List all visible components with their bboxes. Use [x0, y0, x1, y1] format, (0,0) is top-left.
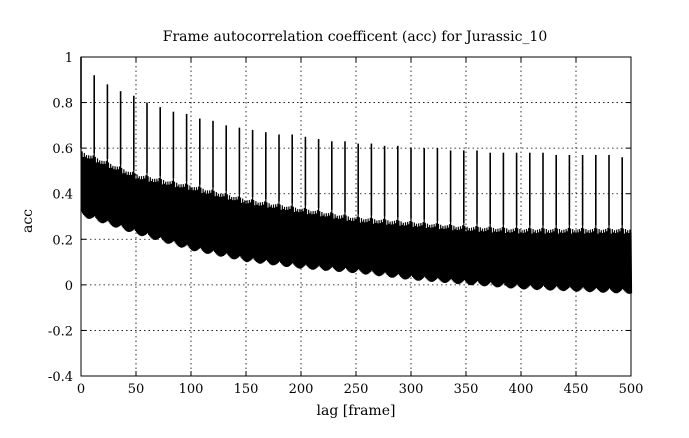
x-tick-label: 100 [179, 382, 204, 397]
y-tick-label: 0.8 [52, 97, 73, 112]
plot-area [80, 57, 633, 294]
x-tick-label: 500 [619, 382, 644, 397]
y-tick-label: 0.6 [52, 142, 73, 157]
x-tick-label: 350 [454, 382, 479, 397]
x-tick-label: 0 [77, 382, 85, 397]
x-tick-label: 300 [399, 382, 424, 397]
x-tick-label: 150 [234, 382, 259, 397]
chart-title: Frame autocorrelation coefficent (acc) f… [163, 29, 547, 45]
x-tick-label: 50 [128, 382, 145, 397]
x-tick-label: 200 [289, 382, 314, 397]
y-tick-label: 1 [65, 51, 73, 66]
x-tick-label: 250 [344, 382, 369, 397]
y-tick-label: 0.2 [52, 233, 73, 248]
y-tick-label: -0.4 [48, 370, 73, 385]
x-axis-label: lag [frame] [317, 403, 396, 419]
y-tick-label: 0 [65, 279, 73, 294]
axis-ticks: 0 50 100 150 200 250 300 350 400 450 500 -0.4 -0.2 0 0… [48, 51, 643, 397]
y-axis-label: acc [20, 209, 36, 233]
x-tick-label: 450 [564, 382, 589, 397]
x-tick-label: 400 [509, 382, 534, 397]
acc-series-line [80, 148, 633, 294]
y-tick-label: -0.2 [48, 324, 73, 339]
y-tick-label: 0.4 [52, 188, 73, 203]
